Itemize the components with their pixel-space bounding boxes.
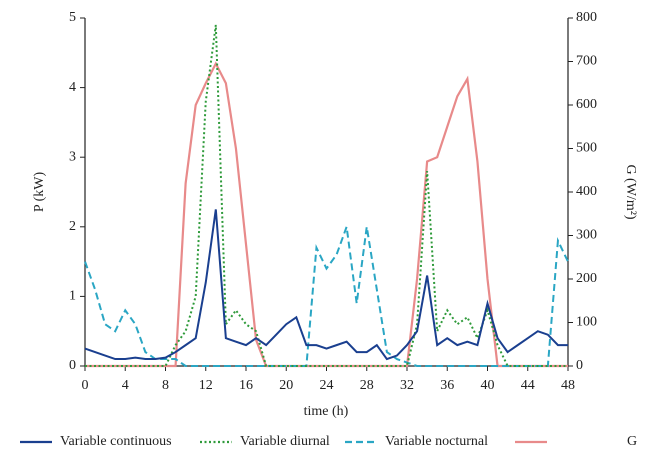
x-tick-label: 20 <box>279 378 293 393</box>
x-tick-label: 24 <box>320 378 334 393</box>
y-tick-label: 2 <box>69 219 76 234</box>
y2-tick-label: 300 <box>576 228 597 243</box>
y-tick-label: 4 <box>69 80 76 95</box>
x-tick-label: 40 <box>481 378 495 393</box>
y2-tick-label: 600 <box>576 97 597 112</box>
series-line <box>85 24 568 367</box>
y2-tick-label: 800 <box>576 10 597 25</box>
series-line <box>84 209 568 361</box>
x-tick-label: 36 <box>440 378 454 393</box>
y-tick-label: 1 <box>69 289 76 304</box>
x-tick-label: 32 <box>400 378 414 393</box>
series-line <box>84 226 569 367</box>
y-axis-label: P (kW) <box>32 172 47 213</box>
y2-tick-label: 200 <box>576 271 597 286</box>
y2-tick-label: 0 <box>576 358 583 373</box>
legend-label: Variable diurnal <box>240 434 330 449</box>
y-tick-label: 0 <box>69 358 76 373</box>
y2-tick-label: 400 <box>576 184 597 199</box>
x-tick-label: 16 <box>239 378 253 393</box>
y-tick-label: 5 <box>69 10 76 25</box>
y-tick-label: 3 <box>69 149 76 164</box>
legend-label: Variable nocturnal <box>385 434 488 449</box>
x-tick-label: 48 <box>561 378 575 393</box>
x-tick-label: 28 <box>360 378 374 393</box>
legend-label: G <box>627 434 637 449</box>
y2-tick-label: 700 <box>576 54 597 69</box>
series-line <box>85 61 568 368</box>
y2-axis-label: G (W/m²) <box>623 164 638 219</box>
y2-tick-label: 500 <box>576 141 597 156</box>
legend-label: Variable continuous <box>60 434 172 449</box>
x-tick-label: 12 <box>199 378 213 393</box>
x-tick-label: 4 <box>122 378 129 393</box>
x-tick-label: 0 <box>82 378 89 393</box>
y2-tick-label: 100 <box>576 315 597 330</box>
x-tick-label: 8 <box>162 378 169 393</box>
x-axis-label: time (h) <box>304 404 349 419</box>
x-tick-label: 44 <box>521 378 535 393</box>
